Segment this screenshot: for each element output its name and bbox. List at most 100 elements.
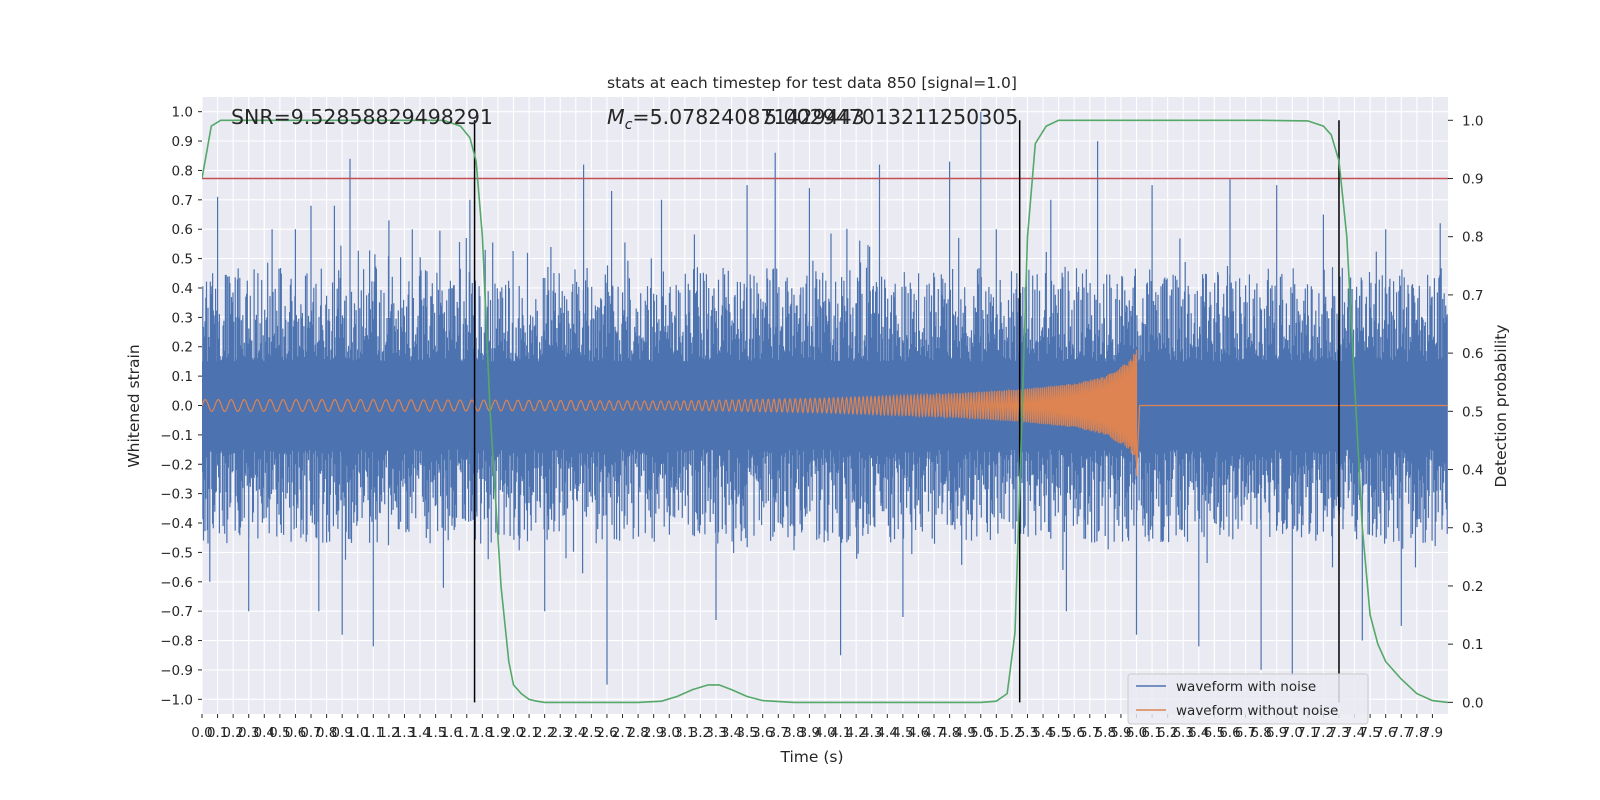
x-tick-label: 0.9 (331, 725, 352, 741)
x-tick-label: 4.3 (861, 725, 882, 741)
x-tick-label: 4.9 (954, 725, 975, 741)
overlap-annotation: 5.002947013211250305 (764, 105, 1018, 129)
y-tick-label: −1.0 (160, 692, 193, 708)
x-tick-label: 2.2 (534, 725, 555, 741)
x-tick-label: 0.6 (285, 725, 306, 741)
x-tick-label: 2.6 (596, 725, 617, 741)
x-tick-label: 2.5 (581, 725, 602, 741)
x-tick-label: 7.6 (1375, 725, 1396, 741)
x-tick-label: 5.7 (1079, 725, 1100, 741)
x-tick-label: 3.8 (783, 725, 804, 741)
x-tick-label: 3.1 (674, 725, 695, 741)
x-tick-label: 7.7 (1391, 725, 1412, 741)
x-tick-label: 4.5 (892, 725, 913, 741)
y2-tick-label: 0.2 (1462, 579, 1483, 595)
x-tick-label: 3.6 (752, 725, 773, 741)
x-tick-label: 2.1 (518, 725, 539, 741)
y-tick-label: −0.9 (160, 663, 193, 679)
x-tick-label: 2.8 (627, 725, 648, 741)
x-tick-label: 0.8 (316, 725, 337, 741)
x-tick-label: 6.0 (1126, 725, 1147, 741)
x-tick-label: 6.7 (1235, 725, 1256, 741)
x-tick-label: 2.4 (565, 725, 586, 741)
x-tick-label: 7.2 (1313, 725, 1334, 741)
x-tick-label: 4.2 (845, 725, 866, 741)
x-tick-label: 3.3 (705, 725, 726, 741)
x-tick-label: 4.0 (814, 725, 835, 741)
y-tick-label: 0.2 (172, 340, 193, 356)
x-tick-label: 1.2 (378, 725, 399, 741)
y-tick-label: 0.4 (172, 281, 193, 297)
y-axis-left: 1.0 0.9 0.8 0.7 0.6 0.5 0.4 0.3 0.2 0.1 0.0 −0.1 −0.… (160, 105, 202, 708)
x-tick-label: 7.3 (1328, 725, 1349, 741)
y-tick-label: −0.2 (160, 457, 193, 473)
x-tick-label: 5.8 (1095, 725, 1116, 741)
y-tick-label: 0.6 (172, 222, 193, 238)
x-tick-label: 0.3 (238, 725, 259, 741)
y-tick-label: −0.3 (160, 487, 193, 503)
y-tick-label: −0.6 (160, 575, 193, 591)
x-tick-label: 7.1 (1297, 725, 1318, 741)
x-tick-label: 4.1 (830, 725, 851, 741)
y-tick-label: −0.4 (160, 516, 193, 532)
x-tick-label: 5.3 (1017, 725, 1038, 741)
x-tick-label: 2.3 (549, 725, 570, 741)
x-tick-label: 1.8 (472, 725, 493, 741)
x-tick-label: 5.1 (986, 725, 1007, 741)
x-tick-label: 2.7 (612, 725, 633, 741)
x-tick-label: 7.4 (1344, 725, 1365, 741)
x-tick-label: 6.9 (1266, 725, 1287, 741)
x-tick-label: 6.1 (1141, 725, 1162, 741)
x-tick-label: 7.8 (1406, 725, 1427, 741)
y2-tick-label: 0.3 (1462, 521, 1483, 537)
x-tick-label: 3.7 (768, 725, 789, 741)
x-tick-label: 1.5 (425, 725, 446, 741)
x-tick-label: 1.1 (363, 725, 384, 741)
series-waveform-without-noise (202, 349, 1448, 477)
y-tick-label: 0.7 (172, 193, 193, 209)
x-tick-label: 0.4 (254, 725, 275, 741)
x-tick-label: 1.0 (347, 725, 368, 741)
y2-tick-label: 0.7 (1462, 288, 1483, 304)
y2-tick-label: 0.8 (1462, 230, 1483, 246)
x-tick-label: 1.6 (440, 725, 461, 741)
y-tick-label: −0.8 (160, 634, 193, 650)
x-tick-label: 3.9 (799, 725, 820, 741)
x-tick-label: 5.5 (1048, 725, 1069, 741)
y-tick-label: −0.1 (160, 428, 193, 444)
y-axis-right: 1.0 0.9 0.8 0.7 0.6 0.5 0.4 0.3 0.2 0.1 0.0 (1448, 113, 1483, 711)
x-tick-label: 5.0 (970, 725, 991, 741)
x-tick-label: 1.4 (409, 725, 430, 741)
x-tick-label: 7.0 (1282, 725, 1303, 741)
x-tick-label: 6.6 (1219, 725, 1240, 741)
mc-value: =5.078240871429443 (632, 105, 864, 129)
x-tick-label: 0.7 (300, 725, 321, 741)
x-tick-label: 4.6 (908, 725, 929, 741)
x-tick-label: 7.5 (1359, 725, 1380, 741)
y-tick-label: 0.3 (172, 310, 193, 326)
y-tick-label: 0.9 (172, 134, 193, 150)
y2-tick-label: 0.4 (1462, 463, 1483, 479)
y2-tick-label: 0.0 (1462, 695, 1483, 711)
mc-subscript: c (625, 117, 633, 133)
x-tick-label: 5.2 (1001, 725, 1022, 741)
x-tick-label: 5.4 (1032, 725, 1053, 741)
x-tick-label: 1.9 (487, 725, 508, 741)
x-tick-label: 0.2 (222, 725, 243, 741)
x-tick-label: 5.6 (1063, 725, 1084, 741)
x-axis: 0.00.10.20.30.40.50.60.70.80.91.01.11.21… (191, 714, 1443, 741)
legend-label-noise: waveform with noise (1176, 679, 1316, 695)
x-tick-label: 1.7 (456, 725, 477, 741)
y2-tick-label: 0.5 (1462, 404, 1483, 420)
y2-tick-label: 1.0 (1462, 113, 1483, 129)
x-tick-label: 4.4 (877, 725, 898, 741)
x-tick-label: 4.7 (923, 725, 944, 741)
x-tick-label: 3.2 (690, 725, 711, 741)
y-tick-label: −0.7 (160, 604, 193, 620)
snr-annotation: SNR=9.52858829498291 (231, 105, 493, 129)
x-tick-label: 6.8 (1250, 725, 1271, 741)
x-tick-label: 5.9 (1110, 725, 1131, 741)
y-tick-label: 0.0 (172, 399, 193, 415)
x-tick-label: 0.5 (269, 725, 290, 741)
